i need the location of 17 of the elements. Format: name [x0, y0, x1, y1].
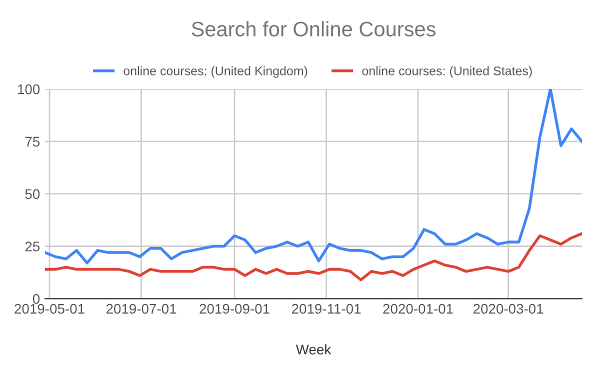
- chart-title: Search for Online Courses: [192, 21, 436, 36]
- y-tick-label: 25: [25, 242, 40, 252]
- x-tick-label: 2019-07-01: [106, 304, 176, 314]
- x-tick-label: 2019-11-01: [292, 304, 361, 314]
- line-series: [45, 89, 582, 264]
- y-tick-label: 100: [18, 84, 40, 94]
- x-tick-label: 2020-01-01: [383, 304, 453, 314]
- x-tick-label: 2019-09-01: [200, 304, 270, 314]
- x-tick-label: 2019-05-01: [14, 304, 84, 314]
- legend-label: online courses: (United States): [362, 66, 532, 78]
- y-tick-label: 75: [25, 136, 40, 147]
- y-tick-label: 50: [25, 189, 40, 200]
- x-axis-title: Week: [296, 344, 332, 354]
- x-tick-label: 2020-03-01: [473, 304, 544, 314]
- y-tick-label: 0: [32, 294, 40, 304]
- legend-label: online courses: (United Kingdom): [124, 66, 308, 78]
- line-series: [45, 232, 582, 282]
